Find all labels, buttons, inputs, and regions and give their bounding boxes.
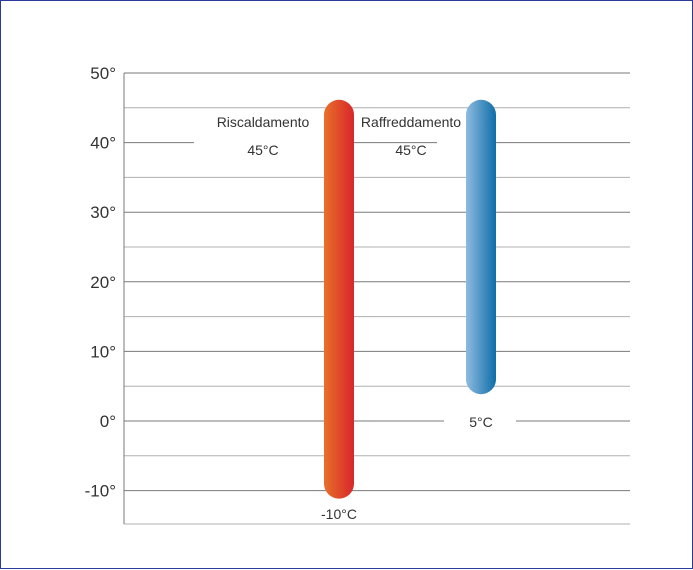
- max-value-label: 45°C: [395, 142, 426, 158]
- bar-labels: Riscaldamento 45°C -10°C Raffreddamento 45°C…: [217, 114, 493, 522]
- max-value-label: 45°C: [247, 142, 278, 158]
- y-tick-label: 50°: [90, 64, 116, 83]
- series-name-label: Raffreddamento: [361, 114, 461, 130]
- range-bar-riscaldamento: [324, 99, 354, 499]
- y-tick-label: 40°: [90, 134, 116, 153]
- min-value-label: 5°C: [469, 414, 493, 430]
- series-name-label: Riscaldamento: [217, 114, 310, 130]
- y-tick-label: -10°: [85, 482, 116, 501]
- min-value-label: -10°C: [321, 506, 357, 522]
- y-tick-label: 0°: [100, 412, 116, 431]
- y-tick-label: 10°: [90, 342, 116, 361]
- grid-lines: [124, 72, 630, 525]
- y-tick-label: 20°: [90, 273, 116, 292]
- y-axis: 50° 40° 30° 20° 10° 0° -10°: [85, 64, 125, 524]
- range-bars: [324, 99, 496, 499]
- range-bar-raffreddamento: [466, 99, 496, 395]
- y-tick-label: 30°: [90, 203, 116, 222]
